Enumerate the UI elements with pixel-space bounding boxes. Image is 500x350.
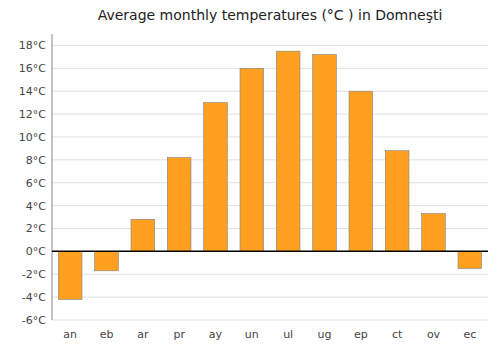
x-tick-label: ov xyxy=(427,328,441,341)
y-tick-label: 16°C xyxy=(19,62,46,75)
bar xyxy=(240,68,264,251)
x-tick-label: ul xyxy=(283,328,293,341)
bar xyxy=(385,151,409,252)
bar xyxy=(167,158,191,252)
grid-line xyxy=(52,159,488,160)
grid-line xyxy=(52,251,488,252)
bars xyxy=(58,51,481,299)
chart-svg: Average monthly temperatures (°C ) in Do… xyxy=(0,0,500,350)
x-tick-label: ct xyxy=(392,328,403,341)
grid-line xyxy=(52,274,488,275)
bar xyxy=(58,251,82,299)
grid-line xyxy=(52,297,488,298)
grid-line xyxy=(52,91,488,92)
y-tick-label: 14°C xyxy=(19,85,46,98)
bar xyxy=(95,251,119,270)
y-tick-label: 6°C xyxy=(26,177,46,190)
grid-line xyxy=(52,182,488,183)
y-tick-label: 12°C xyxy=(19,108,46,121)
x-tick-label: ec xyxy=(463,328,476,341)
x-tick-label: un xyxy=(245,328,259,341)
x-tick-label: ar xyxy=(137,328,149,341)
grid-line xyxy=(52,136,488,137)
y-axis-line xyxy=(52,34,53,320)
x-tick-label: ug xyxy=(318,328,332,341)
title: Average monthly temperatures (°C ) in Do… xyxy=(98,7,443,23)
grid-line xyxy=(52,45,488,46)
bar xyxy=(131,219,155,251)
grid-line xyxy=(52,114,488,115)
bar xyxy=(204,103,228,252)
y-tick-label: 18°C xyxy=(19,39,46,52)
grid-line xyxy=(52,205,488,206)
bar xyxy=(276,51,300,251)
bar xyxy=(422,214,446,252)
x-tick-label: ep xyxy=(354,328,368,341)
y-tick-label: -6°C xyxy=(22,314,46,327)
grid xyxy=(52,45,488,320)
grid-line xyxy=(52,320,488,321)
zero-line xyxy=(52,251,488,253)
x-tick-label: ay xyxy=(209,328,223,341)
x-tick-label: an xyxy=(63,328,77,341)
y-tick-label: 10°C xyxy=(19,131,46,144)
chart-container: Average monthly temperatures (°C ) in Do… xyxy=(0,0,500,350)
y-tick-label: 8°C xyxy=(26,154,46,167)
y-tick-label: 2°C xyxy=(26,222,46,235)
bar xyxy=(458,251,482,268)
y-tick-label: 0°C xyxy=(26,245,46,258)
bar xyxy=(313,55,337,252)
y-tick-label: -4°C xyxy=(22,291,46,304)
x-tick-label: eb xyxy=(100,328,114,341)
y-tick-label: -2°C xyxy=(22,268,46,281)
bar xyxy=(349,91,373,251)
grid-line xyxy=(52,68,488,69)
y-tick-label: 4°C xyxy=(26,200,46,213)
x-tick-label: pr xyxy=(173,328,185,341)
